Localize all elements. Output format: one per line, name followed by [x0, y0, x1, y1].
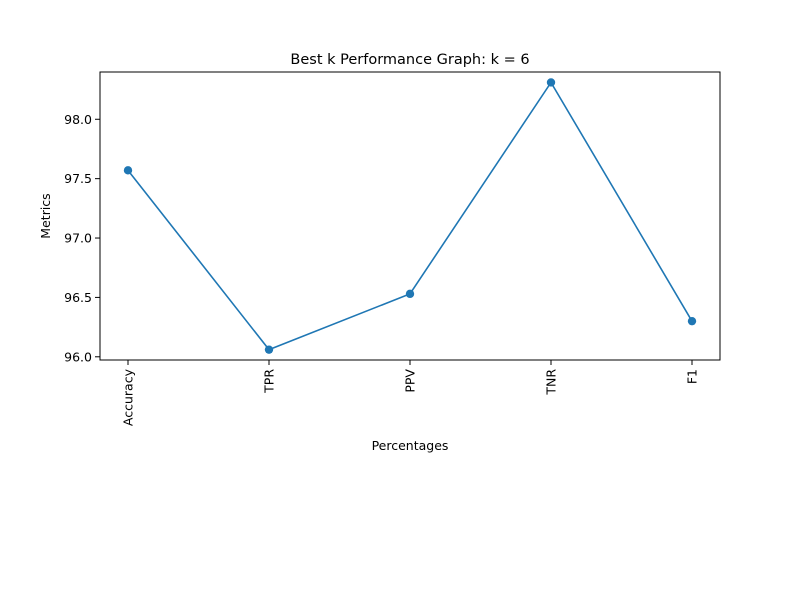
- x-tick-label: F1: [685, 369, 700, 384]
- data-point: [123, 166, 133, 175]
- x-axis-label: Percentages: [372, 438, 449, 453]
- y-tick-label: 97.5: [64, 171, 92, 186]
- y-tick-label: 97.0: [64, 231, 92, 246]
- y-tick-label: 96.5: [64, 290, 92, 305]
- x-tick-label: Accuracy: [121, 368, 136, 426]
- y-tick-label: 98.0: [64, 112, 92, 127]
- x-tick-label: PPV: [403, 369, 418, 393]
- y-axis: 96.0 96.5 97.0 97.5 98.0: [64, 112, 100, 364]
- chart-title: Best k Performance Graph: k = 6: [290, 52, 529, 68]
- plot-area-frame: [99, 71, 721, 361]
- y-tick-label: 96.0: [64, 349, 92, 364]
- data-point: [687, 316, 697, 326]
- x-axis: Accuracy TPR PPV TNR F1: [121, 360, 700, 426]
- x-tick-label: TNR: [544, 369, 559, 396]
- x-tick-label: TPR: [262, 369, 277, 394]
- y-axis-label: Metrics: [38, 193, 53, 238]
- series-line: [127, 80, 693, 351]
- data-point: [405, 289, 415, 299]
- series-layer: [123, 78, 697, 354]
- data-point: [264, 345, 274, 354]
- data-point: [546, 78, 556, 87]
